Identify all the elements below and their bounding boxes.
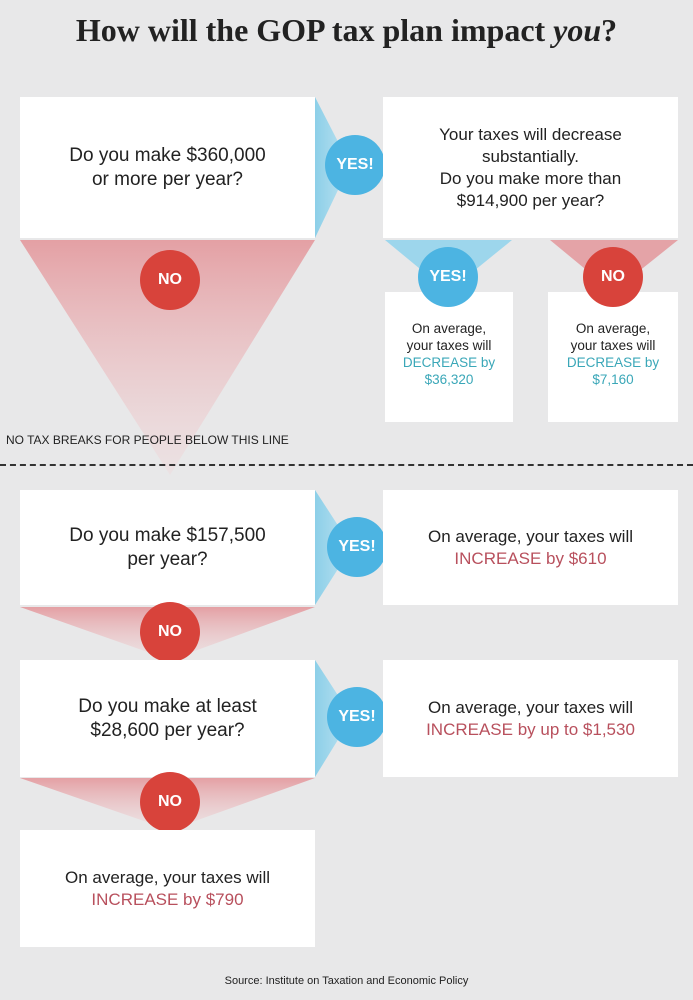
no-badge: NO — [140, 602, 200, 662]
source-note: Source: Institute on Taxation and Econom… — [224, 975, 469, 987]
result-increase-790: On average, your taxes will INCREASE by $… — [20, 830, 315, 947]
question-914900: Your taxes will decrease substantially. Do… — [383, 97, 678, 238]
yes-badge: YES! — [327, 517, 387, 577]
title-text: How will the GOP tax plan impact — [75, 12, 554, 48]
no-badge: NO — [140, 250, 200, 310]
divider-note: NO TAX BREAKS FOR PEOPLE BELOW THIS LINE — [6, 433, 289, 447]
question-28600: Do you make at least $28,600 per year? — [20, 660, 315, 777]
yes-badge: YES! — [418, 247, 478, 307]
no-arrow-large — [20, 240, 315, 475]
result-decrease-7160: On average, your taxes will DECREASE by $7,… — [548, 292, 678, 422]
result-increase-610: On average, your taxes will INCREASE by $… — [383, 490, 678, 605]
page-title: How will the GOP tax plan impact you? — [0, 12, 693, 49]
dashed-divider — [0, 464, 693, 466]
result-decrease-36320: On average, your taxes will DECREASE by $36… — [385, 292, 513, 422]
result-increase-1530: On average, your taxes will INCREASE by u… — [383, 660, 678, 777]
yes-badge: YES! — [325, 135, 385, 195]
yes-badge: YES! — [327, 687, 387, 747]
no-badge: NO — [140, 772, 200, 832]
title-emphasis: you — [553, 12, 602, 48]
question-157500: Do you make $157,500 per year? — [20, 490, 315, 605]
question-360000: Do you make $360,000 or more per year? — [20, 97, 315, 238]
no-badge: NO — [583, 247, 643, 307]
title-end: ? — [601, 12, 618, 48]
